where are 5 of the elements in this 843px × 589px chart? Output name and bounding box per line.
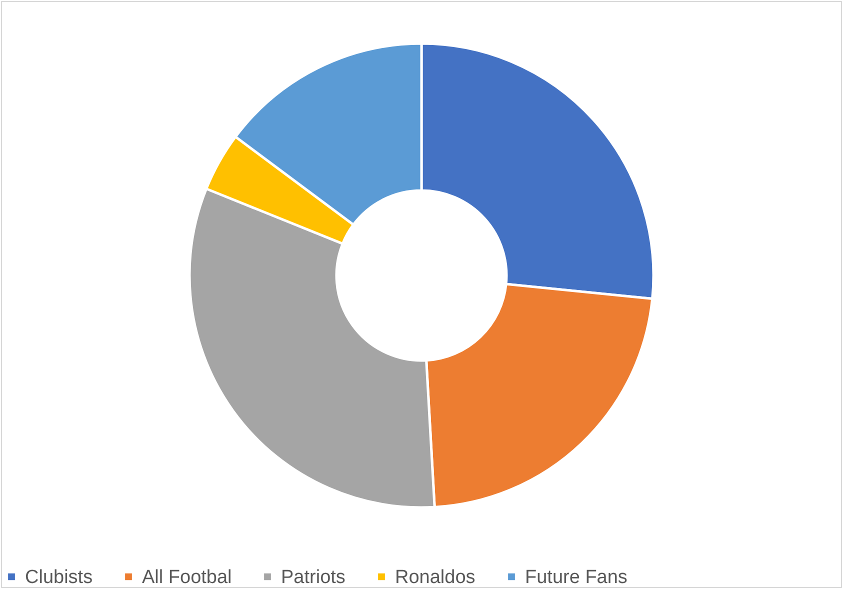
legend-label: Patriots bbox=[281, 566, 346, 588]
legend-label: Ronaldos bbox=[395, 566, 476, 588]
legend-label: Clubists bbox=[25, 566, 93, 588]
legend-label: All Footbal bbox=[142, 566, 232, 588]
legend-label: Future Fans bbox=[525, 566, 628, 588]
